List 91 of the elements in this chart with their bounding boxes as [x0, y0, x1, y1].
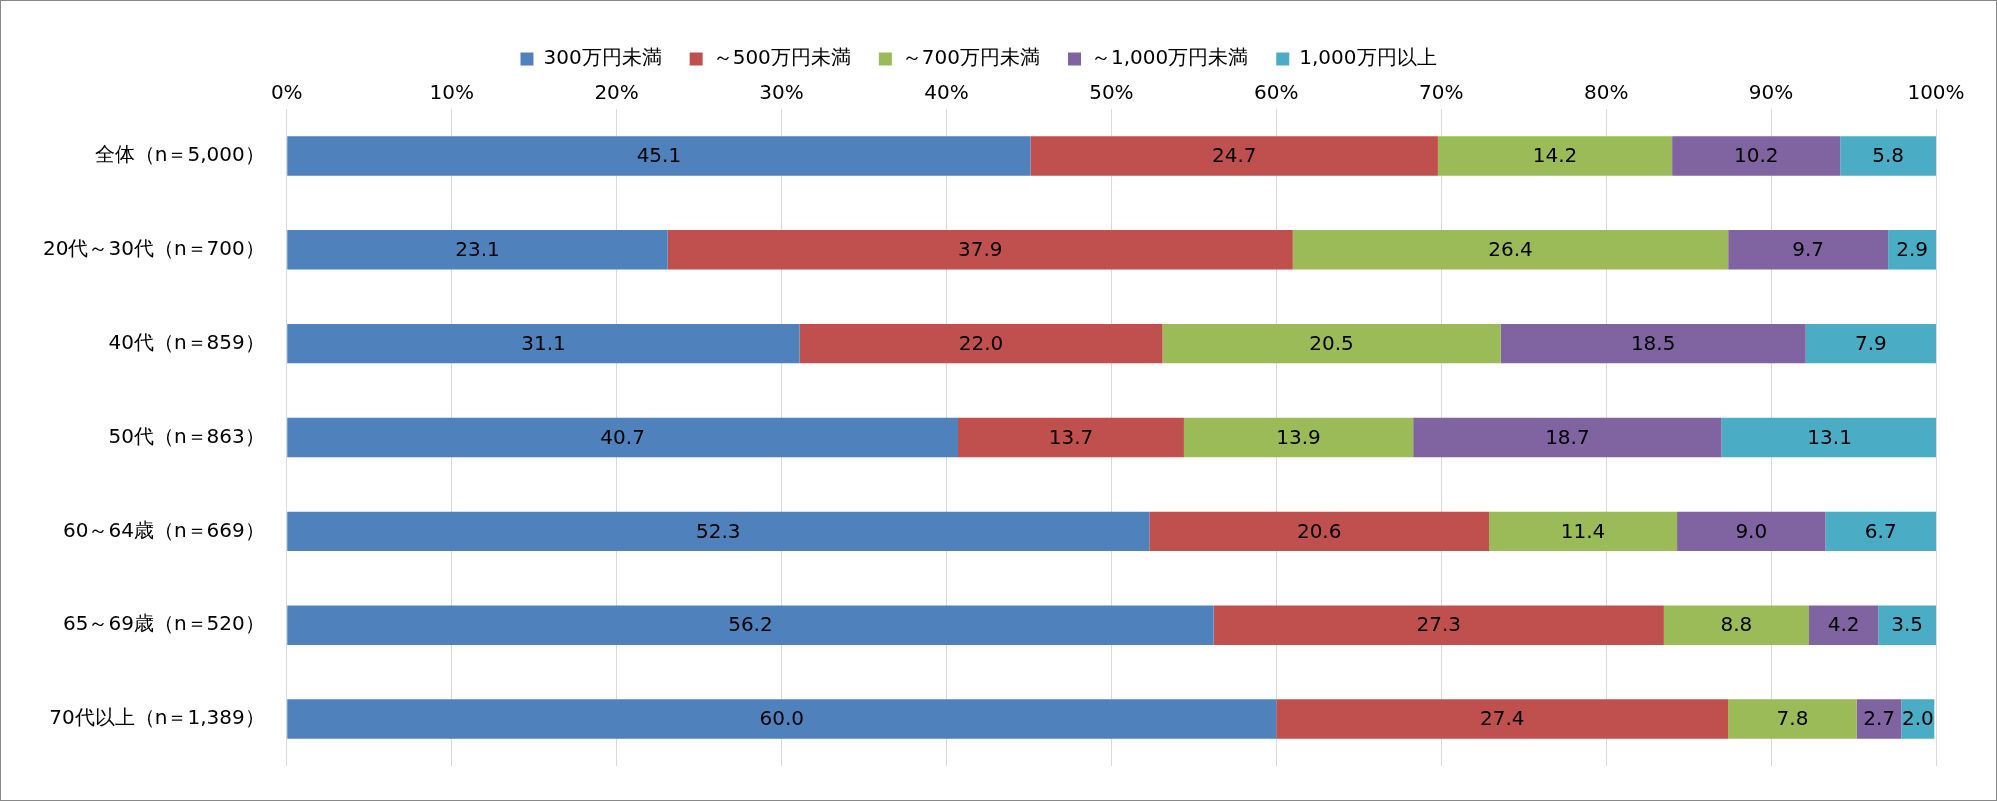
data-label: 3.5 — [1891, 612, 1924, 637]
legend-label: ～500万円未満 — [712, 45, 851, 70]
x-tick-label: 70% — [1419, 80, 1464, 105]
bar — [1878, 605, 1936, 645]
legend-label: ～700万円未満 — [901, 45, 1041, 70]
bar — [1213, 605, 1664, 645]
bar — [1162, 323, 1501, 364]
data-label: 13.9 — [1276, 424, 1321, 449]
bar — [1183, 417, 1414, 458]
bar — [1805, 323, 1936, 364]
data-label: 2.7 — [1863, 706, 1896, 731]
x-tick-label: 10% — [429, 80, 474, 105]
data-label: 9.7 — [1792, 236, 1825, 261]
x-tick-label: 20% — [594, 80, 639, 105]
bar — [287, 136, 1031, 176]
data-label: 6.7 — [1864, 518, 1897, 543]
data-label: 18.5 — [1630, 330, 1676, 355]
y-tick-label: 40代（n＝859） — [108, 329, 265, 354]
x-tick-label: 60% — [1254, 80, 1299, 105]
data-label: 14.2 — [1532, 143, 1578, 168]
data-label: 60.0 — [759, 706, 805, 731]
data-label: 27.4 — [1479, 706, 1525, 731]
bar — [1292, 230, 1729, 270]
bar — [667, 230, 1293, 270]
bar — [287, 699, 1277, 739]
data-label: 11.4 — [1560, 518, 1606, 543]
x-tick-label: 30% — [759, 80, 804, 105]
y-tick-label: 70代以上（n＝1,389） — [49, 705, 265, 730]
data-label: 27.3 — [1416, 612, 1462, 637]
data-label: 56.2 — [728, 612, 773, 637]
data-label: 20.6 — [1296, 518, 1342, 543]
bar — [287, 605, 1214, 645]
x-tick-label: 80% — [1583, 80, 1629, 105]
bar — [287, 323, 800, 364]
bar — [1840, 136, 1936, 176]
bar — [1437, 136, 1673, 176]
x-tick-label: 40% — [924, 80, 969, 105]
data-label: 37.9 — [957, 236, 1003, 261]
data-label: 5.8 — [1872, 143, 1905, 168]
data-label: 4.2 — [1827, 612, 1860, 637]
bar — [1728, 699, 1857, 739]
x-tick-label: 100% — [1907, 80, 1965, 105]
bar — [1500, 323, 1806, 364]
data-label: 26.4 — [1488, 236, 1533, 261]
data-label: 23.1 — [455, 236, 500, 261]
bar — [1672, 136, 1841, 176]
bar — [1728, 230, 1889, 270]
y-tick-label: 65～69歳（n＝520） — [63, 611, 265, 636]
bar — [1413, 417, 1722, 458]
x-tick-label: 0% — [270, 80, 303, 105]
data-label: 24.7 — [1211, 143, 1257, 168]
bar — [1825, 511, 1936, 552]
y-tick-label: 60～64歳（n＝669） — [63, 517, 265, 542]
bar — [1856, 699, 1902, 739]
y-tick-label: 全体（n＝5,000） — [94, 142, 265, 167]
legend-label: ～1,000万円未満 — [1091, 45, 1249, 70]
data-label: 2.9 — [1896, 236, 1928, 261]
x-tick-label: 50% — [1089, 80, 1134, 105]
data-label: 9.0 — [1735, 518, 1768, 543]
data-label: 7.8 — [1776, 706, 1809, 731]
data-label: 22.0 — [958, 330, 1004, 355]
data-label: 10.2 — [1733, 143, 1779, 168]
data-label: 31.1 — [521, 330, 566, 355]
data-label: 13.7 — [1048, 424, 1094, 449]
bar — [1663, 605, 1810, 645]
data-label: 40.7 — [600, 424, 645, 449]
bar — [1276, 699, 1729, 739]
bar — [1149, 511, 1490, 552]
bar — [1809, 605, 1879, 645]
data-label: 45.1 — [636, 143, 682, 168]
data-label: 8.8 — [1720, 612, 1753, 637]
y-tick-label: 20代～30代（n＝700） — [43, 235, 265, 260]
bar — [287, 417, 958, 458]
bar — [799, 323, 1163, 364]
data-label: 20.5 — [1309, 330, 1354, 355]
legend-label: 300万円未満 — [543, 45, 662, 70]
y-tick-label: 50代（n＝863） — [108, 423, 265, 448]
data-label: 7.9 — [1854, 330, 1887, 355]
data-label: 13.1 — [1807, 424, 1852, 449]
data-label: 18.7 — [1545, 424, 1590, 449]
data-label: 2.0 — [1901, 706, 1934, 731]
x-tick-label: 90% — [1748, 80, 1794, 105]
bar — [1030, 136, 1438, 176]
bar — [287, 230, 668, 270]
data-label: 52.3 — [696, 518, 741, 543]
bar — [1489, 511, 1678, 552]
bar — [957, 417, 1184, 458]
bar — [1721, 417, 1936, 458]
bar — [287, 511, 1150, 552]
bar — [1677, 511, 1826, 552]
legend-label: 1,000万円以上 — [1299, 45, 1437, 70]
